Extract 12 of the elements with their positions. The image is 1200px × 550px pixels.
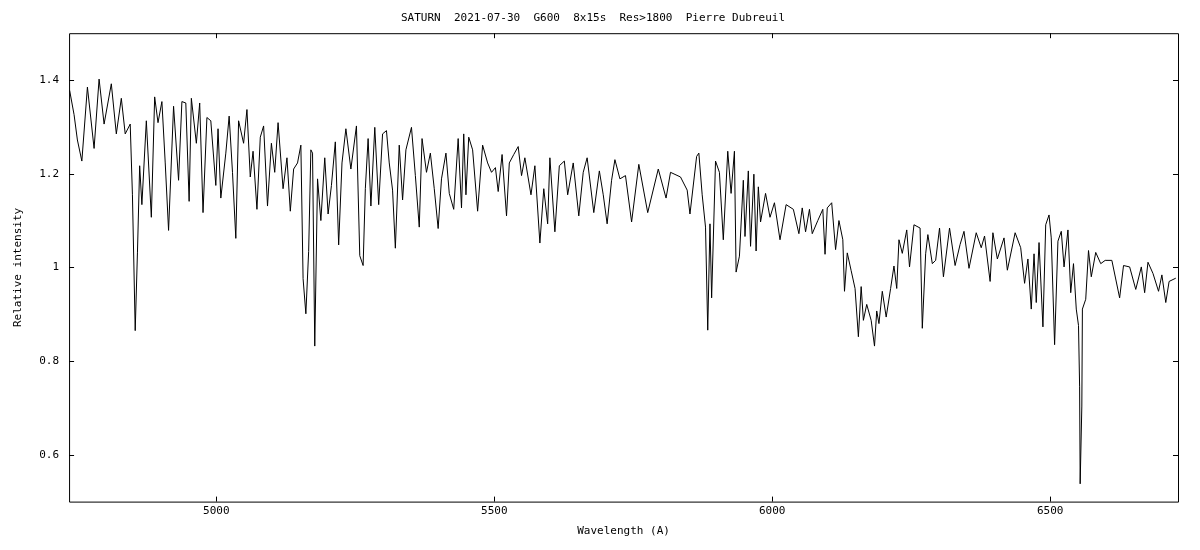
y-tick-label: 0.8 xyxy=(39,353,60,367)
x-tick-label: 6000 xyxy=(758,504,786,518)
x-tick-label: 5000 xyxy=(203,504,230,518)
x-tick-label: 6500 xyxy=(1036,504,1064,518)
x-axis-title: Wavelength (A) xyxy=(577,524,670,538)
y-tick-label: 1.4 xyxy=(39,72,60,86)
y-tick-label: 1 xyxy=(52,260,60,274)
x-tick-label: 5500 xyxy=(481,504,508,518)
y-axis-title: Relative intensity xyxy=(11,207,25,328)
y-tick-label: 1.2 xyxy=(39,166,60,180)
chart-title: SATURN 2021-07-30 G600 8x15s Res>1800 Pierre Dubreuil xyxy=(400,11,786,25)
y-tick-label: 0.6 xyxy=(39,447,60,461)
